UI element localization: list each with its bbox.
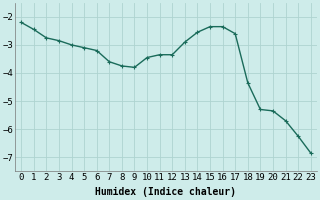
X-axis label: Humidex (Indice chaleur): Humidex (Indice chaleur) xyxy=(95,187,236,197)
